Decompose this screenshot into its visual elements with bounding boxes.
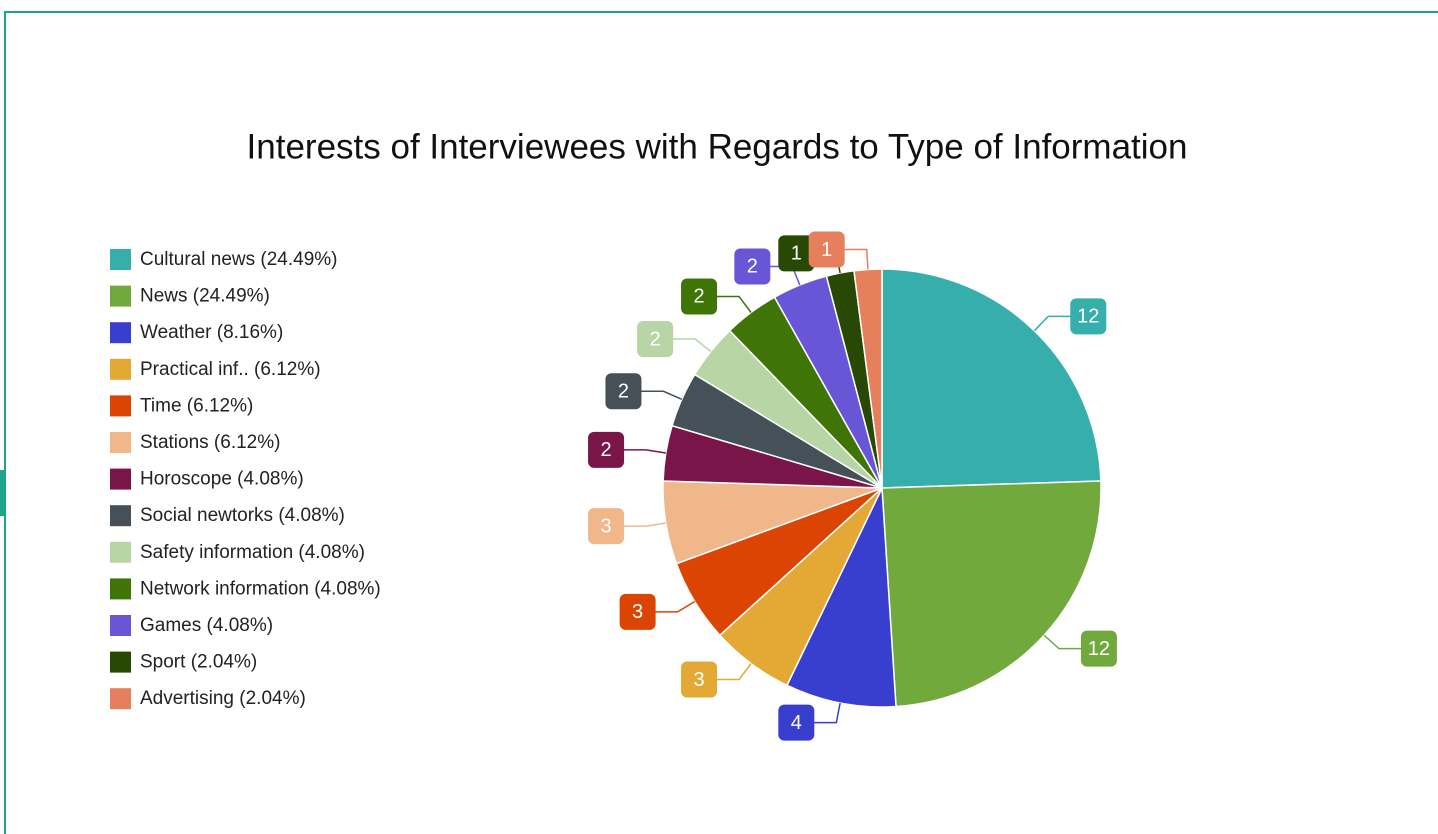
legend-swatch bbox=[110, 468, 131, 490]
data-label-box bbox=[605, 373, 642, 410]
pie-slice bbox=[853, 268, 883, 489]
legend-label: Horoscope (4.08%) bbox=[140, 469, 304, 490]
legend-label: News (24.49%) bbox=[140, 286, 270, 307]
data-label-box bbox=[681, 278, 718, 315]
data-label-box bbox=[588, 431, 625, 468]
data-label: 3 bbox=[601, 515, 612, 537]
data-label: 2 bbox=[618, 381, 629, 403]
legend-swatch bbox=[110, 578, 131, 600]
data-label-box bbox=[778, 704, 815, 741]
data-label-box bbox=[681, 661, 718, 698]
legend-swatch bbox=[110, 651, 131, 673]
data-label-box bbox=[808, 231, 845, 268]
data-label-box bbox=[1070, 298, 1107, 335]
data-label: 1 bbox=[821, 239, 832, 261]
data-label: 3 bbox=[693, 669, 704, 691]
legend-label: Advertising (2.04%) bbox=[140, 688, 306, 709]
legend-swatch bbox=[110, 432, 131, 453]
data-label: 2 bbox=[693, 286, 704, 308]
legend-swatch bbox=[110, 285, 131, 307]
chart-title: Interests of Interviewees with Regards t… bbox=[247, 127, 1188, 166]
legend-swatch bbox=[110, 249, 131, 270]
data-label-box bbox=[619, 593, 656, 630]
data-label: 12 bbox=[1088, 638, 1110, 660]
legend-label: Network information (4.08%) bbox=[140, 578, 381, 599]
data-label-box bbox=[588, 508, 625, 545]
data-label: 2 bbox=[747, 256, 758, 278]
data-label: 3 bbox=[632, 601, 643, 623]
legend-label: Practical inf.. (6.12%) bbox=[140, 359, 321, 380]
data-label: 12 bbox=[1077, 306, 1099, 328]
data-label-box bbox=[778, 235, 815, 272]
data-label: 2 bbox=[601, 439, 612, 461]
data-label: 4 bbox=[791, 712, 802, 734]
legend-label: Stations (6.12%) bbox=[140, 432, 280, 453]
legend-label: Sport (2.04%) bbox=[140, 652, 257, 673]
legend-swatch bbox=[110, 505, 131, 527]
legend-label: Games (4.08%) bbox=[140, 615, 273, 636]
legend-swatch bbox=[110, 615, 131, 636]
data-label: 1 bbox=[791, 243, 802, 265]
pie-slice bbox=[881, 268, 1102, 489]
legend-label: Safety information (4.08%) bbox=[140, 542, 365, 563]
legend-swatch bbox=[110, 541, 131, 563]
frame-tab bbox=[0, 470, 5, 516]
legend-label: Social newtorks (4.08%) bbox=[140, 505, 345, 526]
pie-slice bbox=[881, 480, 1102, 708]
legend-label: Cultural news (24.49%) bbox=[140, 249, 337, 270]
legend-swatch bbox=[110, 688, 131, 710]
legend-label: Time (6.12%) bbox=[140, 395, 253, 416]
data-label-box bbox=[734, 248, 771, 285]
frame bbox=[4, 11, 1438, 834]
data-label: 2 bbox=[650, 328, 661, 350]
legend-swatch bbox=[110, 395, 131, 417]
data-label-box bbox=[1080, 630, 1117, 667]
legend-swatch bbox=[110, 358, 131, 380]
legend-label: Weather (8.16%) bbox=[140, 322, 283, 343]
legend-swatch bbox=[110, 322, 131, 344]
data-label-box bbox=[637, 320, 674, 357]
